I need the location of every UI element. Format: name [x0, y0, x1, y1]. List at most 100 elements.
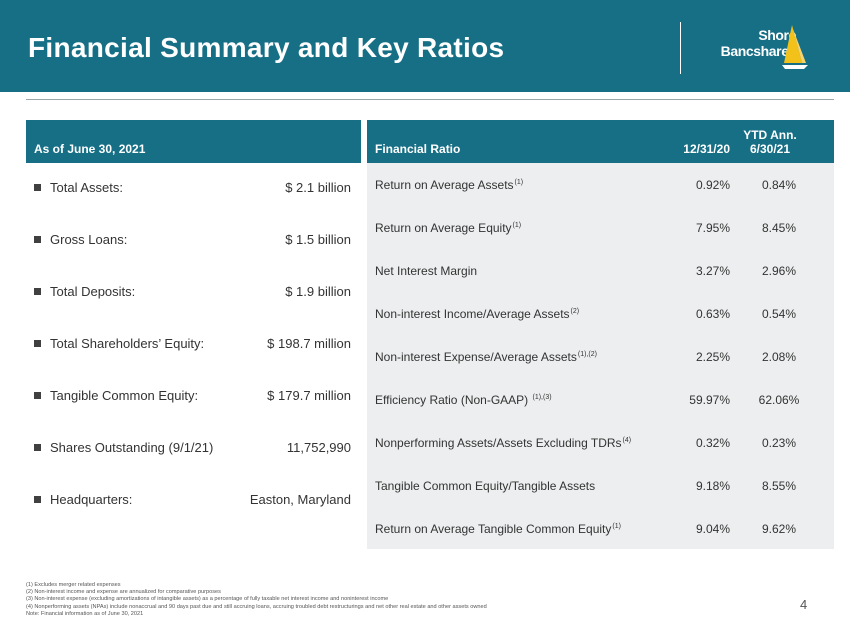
ratio-label-text: Tangible Common Equity/Tangible Assets [375, 479, 596, 493]
company-logo: Shore Bancshares [696, 27, 797, 59]
column-header-ytd: YTD Ann. 6/30/21 [730, 128, 810, 156]
column-header-12-31-20: 12/31/20 [683, 142, 730, 156]
as-of-header: As of June 30, 2021 [26, 120, 361, 163]
bullet-icon [34, 496, 41, 503]
summary-label: Headquarters: [50, 492, 133, 507]
table-row: Efficiency Ratio (Non-GAAP) (1),(3) 59.9… [367, 378, 834, 421]
value-12-31-20: 0.92% [695, 178, 730, 192]
ratio-label-text: Return on Average Equity [375, 221, 512, 235]
ratio-label-text: Net Interest Margin [375, 264, 478, 278]
logo-divider [680, 22, 681, 74]
ratio-label: Tangible Common Equity/Tangible Assets [375, 479, 596, 493]
footnote-ref: (1),(3) [532, 394, 552, 401]
column-header-ytd-line2: 6/30/21 [749, 142, 791, 156]
footnote-ref: (1),(2) [577, 351, 597, 358]
ratio-label: Non-interest Income/Average Assets(2) [375, 307, 579, 321]
summary-label: Total Assets: [50, 180, 123, 195]
summary-label: Gross Loans: [50, 232, 128, 247]
summary-value: $ 1.5 billion [285, 232, 351, 247]
table-row: Return on Average Tangible Common Equity… [367, 507, 834, 550]
bullet-icon [34, 340, 41, 347]
footnote: (2) Non-interest income and expense are … [26, 589, 221, 596]
as-of-label: As of June 30, 2021 [34, 142, 146, 156]
footnote-note: Note: Financial information as of June 3… [26, 610, 144, 617]
bullet-icon [34, 444, 41, 451]
header-rule [26, 99, 834, 100]
footnote: (4) Nonperforming assets (NPAs) include … [26, 603, 487, 610]
summary-item: Headquarters: Easton, Maryland [26, 475, 361, 527]
sail-logo-icon [782, 25, 808, 69]
footnote-ref: (1) [514, 179, 524, 186]
table-row: Net Interest Margin 3.27% 2.96% [367, 249, 834, 292]
value-ytd: 0.54% [761, 307, 797, 321]
value-12-31-20: 7.95% [695, 221, 730, 235]
value-ytd: 8.45% [761, 221, 797, 235]
page-title: Financial Summary and Key Ratios [28, 32, 505, 63]
value-ytd: 0.23% [761, 436, 797, 450]
value-ytd: 62.06% [758, 393, 800, 407]
table-row: Non-interest Expense/Average Assets(1),(… [367, 335, 834, 378]
value-12-31-20: 0.32% [695, 436, 730, 450]
summary-value: $ 1.9 billion [285, 284, 351, 299]
ratio-table: Return on Average Assets(1) 0.92% 0.84% … [367, 163, 834, 549]
ratio-label: Efficiency Ratio (Non-GAAP) (1),(3) [375, 393, 552, 407]
value-12-31-20: 3.27% [695, 264, 730, 278]
summary-value: 11,752,990 [286, 440, 351, 455]
value-12-31-20: 9.04% [695, 522, 730, 536]
value-ytd: 2.08% [761, 350, 797, 364]
bullet-icon [34, 392, 41, 399]
summary-value: Easton, Maryland [249, 492, 351, 507]
value-ytd: 8.55% [761, 479, 797, 493]
summary-item: Total Assets: $ 2.1 billion [26, 163, 361, 215]
logo-line-1: Shore [758, 27, 796, 43]
ratio-label: Return on Average Assets(1) [375, 178, 523, 192]
bullet-icon [34, 288, 41, 295]
value-ytd: 9.62% [761, 522, 797, 536]
ratio-label-text: Return on Average Tangible Common Equity [375, 522, 612, 536]
value-12-31-20: 0.63% [695, 307, 730, 321]
ratio-label: Net Interest Margin [375, 264, 478, 278]
summary-value: $ 2.1 billion [285, 180, 351, 195]
summary-item: Shares Outstanding (9/1/21) 11,752,990 [26, 423, 361, 475]
column-header-ratio: Financial Ratio [375, 142, 461, 156]
table-row: Tangible Common Equity/Tangible Assets 9… [367, 464, 834, 507]
summary-item: Total Shareholders’ Equity: $ 198.7 mill… [26, 319, 361, 371]
ratio-label-text: Non-interest Income/Average Assets [375, 307, 570, 321]
footnote-ref: (4) [622, 437, 632, 444]
bullet-icon [34, 236, 41, 243]
summary-item: Tangible Common Equity: $ 179.7 million [26, 371, 361, 423]
footnotes: (1) Excludes merger related expenses (2)… [26, 582, 786, 618]
table-row: Nonperforming Assets/Assets Excluding TD… [367, 421, 834, 464]
summary-label: Total Shareholders’ Equity: [50, 336, 205, 351]
footnote: (3) Non-interest expense (excluding amor… [26, 596, 389, 603]
ratio-label-text: Efficiency Ratio (Non-GAAP) [375, 393, 532, 407]
summary-label: Tangible Common Equity: [50, 388, 199, 403]
summary-value: $ 198.7 million [267, 336, 351, 351]
footnote-ref: (2) [570, 308, 580, 315]
column-header-ytd-line1: YTD Ann. [743, 128, 797, 142]
value-12-31-20: 9.18% [695, 479, 730, 493]
footnote: (1) Excludes merger related expenses [26, 582, 121, 588]
page-number: 4 [800, 597, 808, 612]
value-12-31-20: 2.25% [695, 350, 730, 364]
header-bar: Financial Summary and Key Ratios Shore B… [0, 0, 850, 92]
logo-line-2: Bancshares [720, 43, 797, 59]
bullet-icon [34, 184, 41, 191]
summary-value: $ 179.7 million [267, 388, 351, 403]
value-12-31-20: 59.97% [689, 393, 730, 407]
ratio-label: Return on Average Tangible Common Equity… [375, 522, 621, 536]
footnote-ref: (1) [512, 222, 522, 229]
table-row: Return on Average Equity(1) 7.95% 8.45% [367, 206, 834, 249]
summary-label: Total Deposits: [50, 284, 136, 299]
ratio-label-text: Non-interest Expense/Average Assets [375, 350, 577, 364]
ratio-table-header: Financial Ratio 12/31/20 YTD Ann. 6/30/2… [367, 120, 834, 163]
table-row: Return on Average Assets(1) 0.92% 0.84% [367, 163, 834, 206]
ratio-label-text: Return on Average Assets [375, 178, 514, 192]
footnote-ref: (1) [612, 523, 621, 530]
ratio-label: Nonperforming Assets/Assets Excluding TD… [375, 436, 631, 450]
summary-item: Gross Loans: $ 1.5 billion [26, 215, 361, 267]
value-ytd: 0.84% [761, 178, 797, 192]
summary-label: Shares Outstanding (9/1/21) [50, 440, 214, 455]
table-row: Non-interest Income/Average Assets(2) 0.… [367, 292, 834, 335]
value-ytd: 2.96% [761, 264, 797, 278]
